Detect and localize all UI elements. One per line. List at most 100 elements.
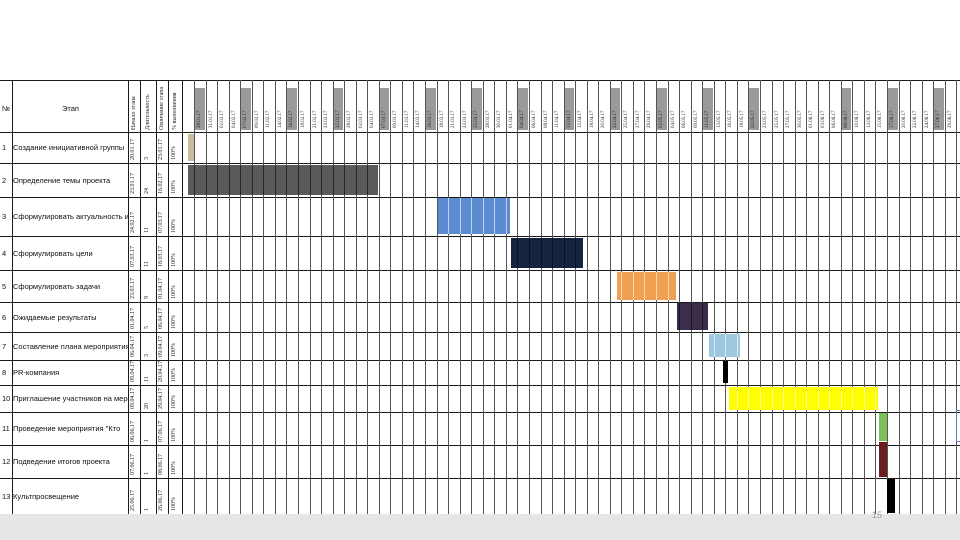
row-number: 13 (2, 491, 11, 501)
grid-row-line (0, 385, 960, 386)
row-stage-name: Сформулировать цели (13, 248, 93, 258)
date-header-label: 07.02.17 (243, 110, 249, 129)
date-column-line (390, 80, 391, 514)
date-column-line (367, 80, 368, 514)
row-duration: 5 (144, 326, 150, 329)
row-stage-name: Культпросвещение (13, 491, 80, 501)
date-header-label: 27.06.17 (936, 110, 942, 129)
gantt-bar-segment (875, 387, 877, 410)
gantt-bar-segment (863, 387, 865, 410)
date-column-line (541, 80, 542, 514)
gantt-bar-segment (713, 334, 715, 357)
date-column-line (783, 80, 784, 514)
date-column-line (252, 80, 253, 514)
row-duration: 3 (144, 354, 150, 357)
date-header-shade (472, 88, 482, 130)
date-header-label: 01.06.17 (809, 110, 815, 129)
date-column-line (483, 80, 484, 514)
header-done: % выполнения (172, 92, 178, 130)
row-done: 100% (171, 146, 177, 160)
gantt-bar (723, 361, 728, 383)
row-start: 23.03.17 (130, 278, 136, 299)
gantt-bar-segment (228, 165, 230, 195)
row-number: 8 (2, 368, 7, 377)
grid-top-border (0, 80, 960, 81)
gantt-bar-segment (286, 165, 288, 195)
gantt-bar (879, 442, 887, 477)
date-column-line (679, 80, 680, 514)
gantt-bar-segment (725, 361, 727, 383)
row-done: 100% (171, 285, 177, 299)
gantt-bar-segment (656, 272, 657, 300)
row-start: 01.04.17 (130, 308, 136, 329)
gantt-bar-segment (517, 238, 519, 268)
gantt-bar-segment (217, 165, 219, 195)
row-stage-name: Приглашение участников на мероприятие (13, 394, 128, 403)
date-header-label: 21.03.17 (451, 110, 457, 129)
date-header-label: 15.06.17 (878, 110, 884, 129)
date-column-line (887, 80, 888, 514)
date-header-label: 09.03.17 (393, 110, 399, 129)
date-header-shade (703, 88, 713, 130)
row-done: 100% (171, 428, 177, 442)
date-column-line (760, 80, 761, 514)
gantt-bar-segment (448, 198, 450, 234)
row-stage-name: Ожидаемые результаты (13, 312, 97, 322)
date-header-label: 04.02.17 (231, 110, 237, 129)
date-column-line (829, 80, 830, 514)
row-start: 23.01.17 (130, 173, 136, 194)
date-header-label: 25.05.17 (774, 110, 780, 129)
row-duration: 3 (144, 157, 150, 160)
date-header-label: 31.01.17 (208, 110, 214, 129)
date-header-label: 22.04.17 (612, 110, 618, 129)
date-column-line (344, 80, 345, 514)
date-column-line (263, 80, 264, 514)
date-header-label: 20.05.17 (751, 110, 757, 129)
row-end: 09.04.17 (158, 336, 164, 357)
date-column-line (217, 80, 218, 514)
gantt-bar-segment (482, 198, 484, 234)
date-header-label: 13.04.17 (566, 110, 572, 129)
gantt-bar (188, 134, 194, 161)
date-header-label: 22.06.17 (913, 110, 919, 129)
date-header-label: 25.02.17 (335, 110, 341, 129)
row-end: 20.04.17 (158, 361, 164, 382)
date-header-label: 11.02.17 (266, 110, 272, 128)
date-header-label: 27.05.17 (786, 110, 792, 129)
date-header-shade (564, 88, 575, 130)
row-stage-name: Сформулировать актуальность и (13, 212, 128, 221)
date-column-line (298, 80, 299, 514)
row-number: 12 (2, 457, 11, 466)
gantt-bar-segment (840, 387, 842, 410)
gantt-bar-segment (621, 272, 623, 300)
row-end: 01.04.17 (158, 278, 164, 299)
grid-column-line (156, 80, 157, 514)
row-number: 3 (2, 212, 7, 221)
header-num: № (2, 104, 11, 113)
row-stage-name: Создание инициативной группы (13, 143, 125, 152)
date-column-line (945, 80, 946, 514)
date-column-line (737, 80, 738, 514)
row-end: 18.03.17 (158, 246, 164, 267)
date-header-label: 11.05.17 (705, 110, 711, 128)
date-column-line (240, 80, 241, 514)
date-header-shade (379, 88, 390, 130)
date-header-shade (195, 88, 205, 130)
gantt-bar-segment (297, 165, 299, 195)
row-done: 100% (171, 461, 177, 475)
gantt-bar-segment (667, 272, 669, 300)
row-stage-name: Определение темы проекта (13, 175, 111, 185)
row-done: 100% (171, 180, 177, 194)
grid-row-line (0, 163, 960, 164)
row-end: 16.02.17 (158, 173, 164, 194)
grid-column-line (140, 80, 141, 514)
row-number: 1 (2, 143, 7, 152)
date-header-shade (426, 88, 436, 130)
date-column-line (875, 80, 876, 514)
gantt-bar-segment (263, 165, 265, 195)
date-header-label: 04.03.17 (370, 110, 376, 129)
date-header-label: 02.05.17 (659, 110, 664, 129)
date-column-line (206, 80, 207, 514)
date-column-line (494, 80, 495, 514)
gantt-bar-segment (783, 387, 785, 410)
